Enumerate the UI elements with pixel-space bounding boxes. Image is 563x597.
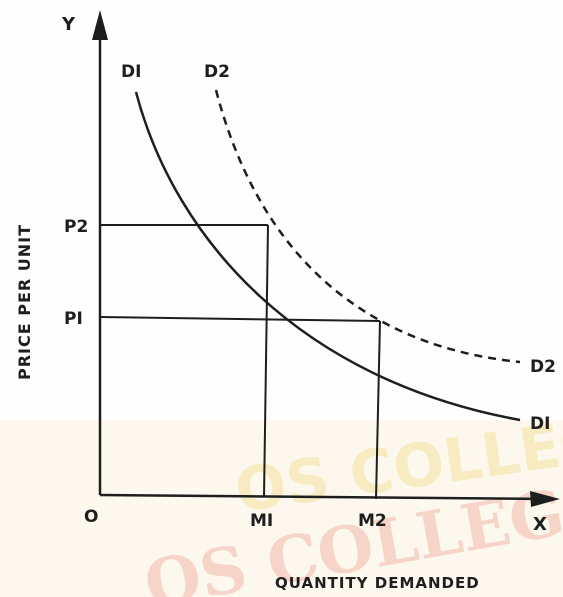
x-axis-arrow — [530, 491, 560, 507]
x-axis — [99, 493, 549, 501]
origin-label: O — [84, 507, 98, 527]
y-axis-title: PRICE PER UNIT — [15, 224, 34, 380]
p1-horizontal-line — [99, 316, 381, 322]
price-label-p2: P2 — [64, 217, 88, 237]
d1-end-label: DI — [530, 414, 550, 434]
d2-end-label: D2 — [530, 357, 556, 377]
background-wash — [0, 420, 563, 597]
quantity-label-m2: M2 — [358, 511, 387, 531]
y-axis-letter: Y — [61, 14, 76, 35]
y-axis-arrow — [92, 10, 108, 40]
x-axis-title: QUANTITY DEMANDED — [275, 574, 480, 592]
demand-curve-d2 — [214, 89, 521, 364]
guide-lines — [99, 224, 381, 500]
m2-vertical-line — [375, 320, 381, 500]
x-axis-letter: X — [533, 514, 547, 535]
demand-curve-d1 — [134, 91, 521, 422]
price-label-p1: PI — [64, 309, 83, 329]
quantity-label-m1: MI — [250, 511, 273, 531]
m1-vertical-line — [263, 224, 269, 498]
d2-top-label: D2 — [204, 62, 230, 82]
d1-top-label: DI — [121, 62, 141, 82]
axes — [98, 36, 549, 501]
